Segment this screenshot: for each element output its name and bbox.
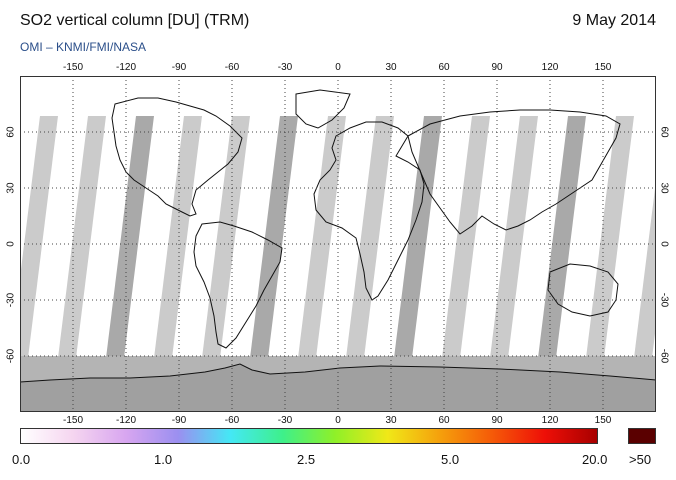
lon-tick-bottom: 150 bbox=[594, 415, 612, 426]
lat-tick-right: 30 bbox=[658, 182, 670, 194]
orbit-gap bbox=[634, 180, 656, 358]
orbit-gap bbox=[586, 116, 634, 358]
lon-tick-bottom: 120 bbox=[541, 415, 559, 426]
lat-tick-right: 60 bbox=[658, 126, 670, 138]
lat-tick-right: -30 bbox=[658, 292, 670, 308]
orbit-gap bbox=[538, 116, 586, 358]
lon-tick-bottom: 0 bbox=[335, 415, 341, 426]
greenland-coast bbox=[295, 89, 351, 129]
colorbar-label-0: 0.0 bbox=[12, 452, 31, 467]
orbit-gap bbox=[58, 116, 106, 358]
coastlines bbox=[111, 89, 621, 349]
orbit-gap bbox=[20, 116, 58, 358]
lon-tick-top: 0 bbox=[335, 62, 341, 73]
lon-tick-top: -120 bbox=[115, 62, 137, 73]
lon-tick-top: 120 bbox=[541, 62, 559, 73]
lon-tick-bottom: -150 bbox=[62, 415, 84, 426]
orbit-gap bbox=[250, 116, 298, 358]
lat-tick-left: 0 bbox=[5, 241, 17, 247]
orbit-gap bbox=[298, 116, 346, 358]
orbit-gap-swaths bbox=[20, 116, 656, 358]
orbit-gap bbox=[394, 116, 442, 358]
colorbar-overflow-box bbox=[628, 428, 656, 444]
lon-tick-bottom: 90 bbox=[491, 415, 503, 426]
north-america-coast bbox=[111, 97, 243, 217]
colorbar-label-3: 5.0 bbox=[441, 452, 460, 467]
lon-tick-bottom: -30 bbox=[277, 415, 293, 426]
colorbar-label-4: 20.0 bbox=[582, 452, 608, 467]
map-date: 9 May 2014 bbox=[572, 12, 656, 29]
orbit-gap bbox=[346, 116, 394, 358]
lon-tick-bottom: 30 bbox=[385, 415, 397, 426]
lon-tick-top: 30 bbox=[385, 62, 397, 73]
asia-coast bbox=[407, 109, 621, 235]
lat-tick-right: 0 bbox=[658, 241, 670, 247]
orbit-gap bbox=[106, 116, 154, 358]
orbit-gap bbox=[202, 116, 250, 358]
lon-tick-bottom: 60 bbox=[438, 415, 450, 426]
lon-tick-top: 60 bbox=[438, 62, 450, 73]
lon-tick-top: -150 bbox=[62, 62, 84, 73]
lon-tick-bottom: -120 bbox=[115, 415, 137, 426]
graticule bbox=[20, 76, 656, 412]
lat-tick-right: -60 bbox=[658, 348, 670, 364]
south-america-coast bbox=[193, 221, 283, 349]
map-source: OMI – KNMI/FMI/NASA bbox=[20, 40, 147, 54]
world-map bbox=[20, 76, 656, 412]
australia-coast bbox=[547, 263, 619, 317]
lat-tick-left: -30 bbox=[5, 292, 17, 308]
lon-tick-top: -30 bbox=[277, 62, 293, 73]
colorbar-label-2: 2.5 bbox=[297, 452, 316, 467]
lat-tick-left: 60 bbox=[5, 126, 17, 138]
colorbar-over-label: >50 bbox=[629, 452, 652, 467]
map-title: SO2 vertical column [DU] (TRM) bbox=[20, 12, 250, 29]
map-frame bbox=[20, 76, 656, 412]
orbit-gap bbox=[442, 116, 490, 358]
lat-tick-left: 30 bbox=[5, 182, 17, 194]
lon-tick-bottom: -60 bbox=[224, 415, 240, 426]
so2-colorbar bbox=[20, 428, 598, 444]
lon-tick-top: -90 bbox=[171, 62, 187, 73]
lon-tick-bottom: -90 bbox=[171, 415, 187, 426]
lon-tick-top: 150 bbox=[594, 62, 612, 73]
orbit-gap bbox=[490, 116, 538, 358]
lon-tick-top: 90 bbox=[491, 62, 503, 73]
lat-tick-left: -60 bbox=[5, 348, 17, 364]
orbit-gap bbox=[154, 116, 202, 358]
colorbar-label-1: 1.0 bbox=[154, 452, 173, 467]
lon-tick-top: -60 bbox=[224, 62, 240, 73]
